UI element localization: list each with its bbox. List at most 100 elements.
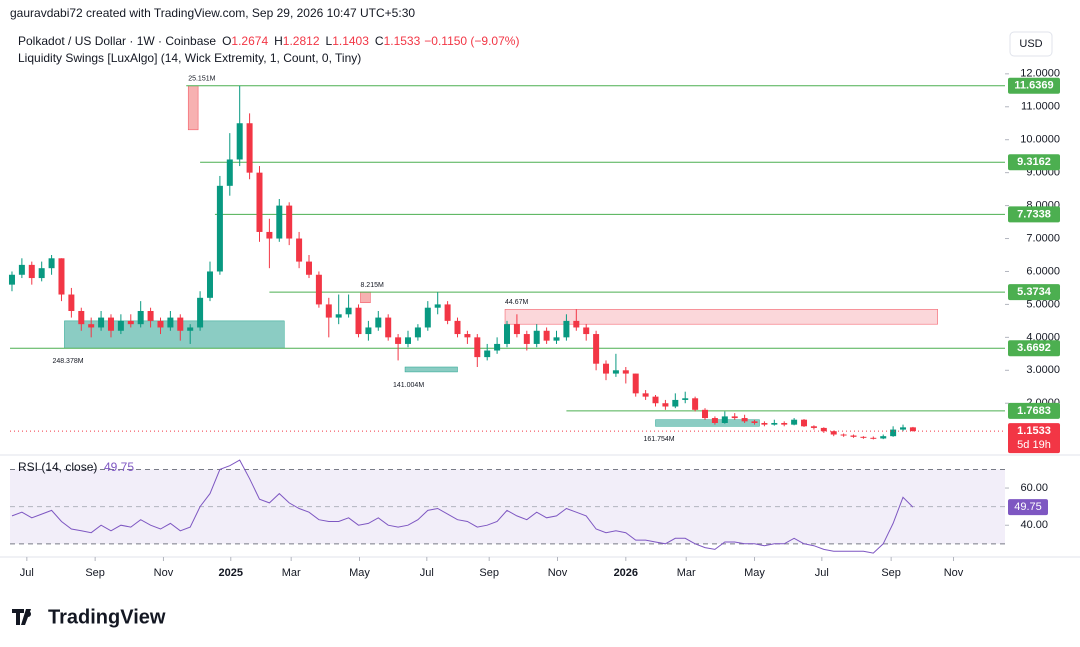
y-tick-label: 10.0000: [1020, 134, 1060, 146]
candle-body: [632, 373, 639, 394]
candle-body: [266, 231, 273, 239]
currency-button[interactable]: [1009, 31, 1053, 57]
logo-icon: [12, 609, 32, 625]
candle-body: [216, 185, 223, 272]
last-price-badge: [1008, 423, 1060, 454]
candle-body: [810, 426, 817, 428]
x-tick-label: Nov: [548, 567, 568, 579]
x-tick-label: Jul: [20, 567, 34, 579]
x-tick-label: Mar: [677, 567, 696, 579]
candle-body: [840, 434, 847, 436]
candle-body: [652, 396, 659, 404]
rsi-badge: [1008, 499, 1048, 516]
candle-body: [414, 327, 421, 338]
candle-body: [751, 421, 758, 423]
logo-text: TradingView: [48, 606, 166, 628]
candle-body: [543, 330, 550, 341]
candle-body: [454, 320, 461, 335]
liquidity-zone: [404, 366, 458, 373]
level-badge: [1008, 284, 1060, 301]
zone-label: 44.67M: [505, 299, 529, 306]
candle-body: [296, 238, 303, 262]
candle-body: [246, 123, 253, 173]
change: −0.1150 (−9.07%): [424, 34, 519, 48]
level-badge-label: 1.7683: [1017, 405, 1051, 417]
candle-body: [117, 320, 124, 331]
ohlc-value: 1.2674: [231, 34, 268, 48]
level-badge-label: 5.3734: [1017, 286, 1052, 298]
zone-label: 141.004M: [393, 382, 424, 389]
level-badge: [1008, 206, 1060, 223]
x-tick-label: May: [349, 567, 370, 579]
rsi-badge-label: 49.75: [1014, 501, 1042, 513]
x-tick-label: May: [744, 567, 765, 579]
candle-body: [820, 427, 827, 432]
candle-body: [474, 337, 481, 358]
ohlc-label: C: [375, 34, 384, 48]
candle-body: [68, 294, 75, 311]
x-tick-label: Sep: [881, 567, 901, 579]
x-tick-label: Nov: [944, 567, 964, 579]
liquidity-zone: [360, 291, 371, 304]
author-line: gauravdabi72 created with TradingView.co…: [10, 6, 415, 20]
candle-body: [682, 398, 689, 400]
candle-body: [355, 307, 362, 335]
candle-body: [305, 261, 312, 275]
candle-body: [18, 264, 25, 275]
y-tick-label: 5.0000: [1026, 298, 1060, 310]
candle-body: [692, 398, 699, 410]
candle-body: [860, 436, 867, 438]
x-tick-label: Sep: [85, 567, 105, 579]
candle-body: [276, 205, 283, 239]
candle-body: [78, 310, 85, 325]
candle-body: [612, 370, 619, 374]
candle-body: [791, 419, 798, 425]
candle-body: [593, 334, 600, 364]
x-tick-label: Nov: [154, 567, 174, 579]
x-tick-label: Mar: [282, 567, 301, 579]
candle-body: [236, 123, 243, 160]
candle-body: [553, 337, 560, 341]
countdown: 5d 19h: [1017, 439, 1051, 451]
candle-body: [761, 422, 768, 425]
liquidity-zone: [64, 320, 285, 349]
zone-label: 161.754M: [644, 436, 675, 443]
currency[interactable]: USD: [1019, 38, 1042, 50]
ohlc-value: 1.1403: [332, 34, 369, 48]
candle-body: [533, 330, 540, 344]
candle-body: [286, 205, 293, 239]
candle-body: [345, 307, 352, 315]
candle-body: [731, 416, 738, 419]
liquidity-zone: [655, 419, 760, 427]
candle-body: [563, 320, 570, 338]
indicator: Liquidity Swings [LuxAlgo] (14, Wick Ext…: [18, 51, 361, 65]
candle-body: [8, 274, 15, 285]
ohlc-label: O: [222, 34, 231, 48]
rsi-line: [11, 459, 914, 554]
symbol: Polkadot / US Dollar · 1W · Coinbase: [18, 34, 216, 48]
last-price-label: 1.1533: [1017, 425, 1051, 437]
candle-body: [583, 327, 590, 335]
candle-body: [662, 403, 669, 407]
level-badge-label: 11.6369: [1014, 80, 1053, 92]
candle-body: [890, 429, 897, 437]
candle-body: [88, 324, 95, 328]
zone-label: 248.378M: [52, 358, 83, 365]
rsi-current: 49.75: [104, 460, 134, 474]
candle-body: [781, 422, 788, 425]
candle-body: [167, 317, 174, 328]
candle-body: [256, 172, 263, 232]
candle-body: [197, 297, 204, 328]
candle-body: [187, 327, 194, 331]
liquidity-zone: [504, 309, 938, 325]
candle-body: [405, 337, 411, 344]
candle-body: [870, 437, 877, 439]
candle-body: [325, 304, 332, 318]
candle-body: [385, 317, 392, 338]
x-tick-label: Jul: [815, 567, 829, 579]
candle-body: [444, 304, 451, 321]
y-tick-label: 6.0000: [1026, 265, 1060, 277]
candle-body: [900, 427, 907, 430]
candle-body: [850, 435, 857, 437]
